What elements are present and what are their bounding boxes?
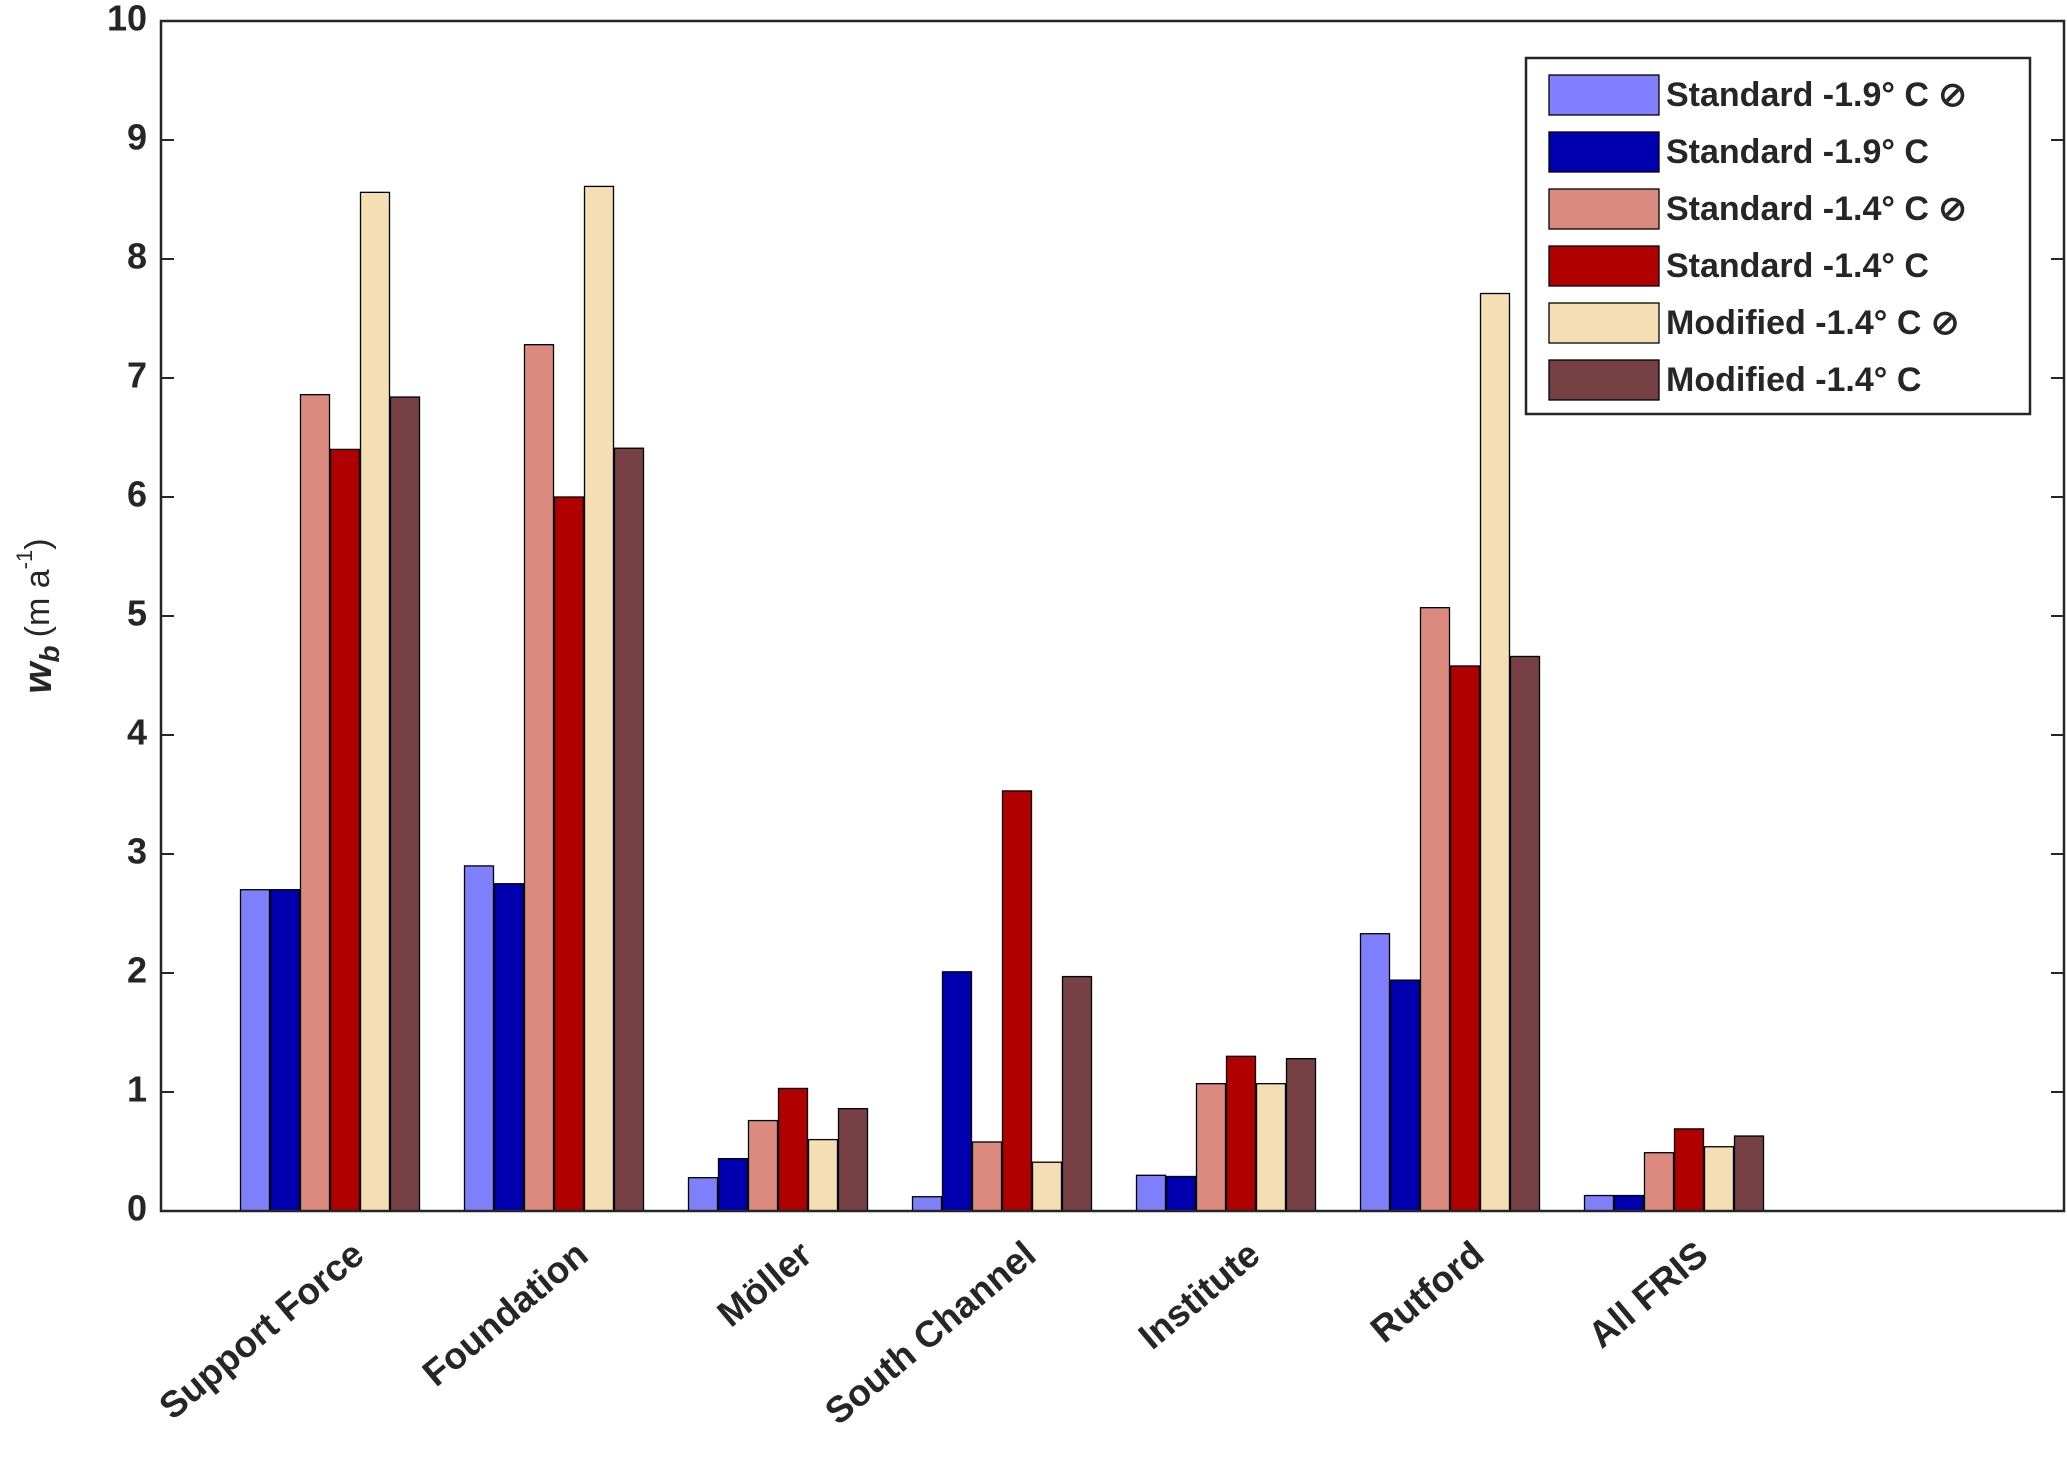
bar (1195, 1083, 1227, 1212)
legend-swatch (1548, 302, 1660, 344)
bar (1479, 292, 1511, 1212)
bar (1225, 1055, 1257, 1212)
y-tick-label: 2 (127, 950, 147, 991)
legend-label: Standard -1.4° C (1666, 247, 1929, 285)
bar (747, 1119, 779, 1212)
bar (553, 496, 585, 1212)
bar (1673, 1128, 1705, 1212)
legend-label: Standard -1.4° C ⊘ (1666, 190, 1967, 228)
x-tick-label: Rutford (1363, 1233, 1492, 1350)
legend-label: Modified -1.4° C ⊘ (1666, 304, 1959, 342)
bar (807, 1138, 839, 1212)
legend-swatch (1548, 131, 1660, 173)
bar (777, 1087, 809, 1212)
y-tick-label: 5 (127, 593, 147, 634)
y-tick-label: 9 (127, 117, 147, 158)
bar (1389, 979, 1421, 1212)
x-tick-label: South Channel (817, 1233, 1043, 1432)
bar (1733, 1135, 1765, 1212)
bar (1359, 933, 1391, 1212)
bar (1583, 1194, 1615, 1212)
bar (911, 1196, 943, 1212)
bar (269, 889, 301, 1212)
bar (837, 1108, 869, 1212)
axes-box (159, 19, 2066, 1213)
bar (1135, 1174, 1167, 1212)
bar (1031, 1161, 1063, 1212)
bar (1419, 607, 1451, 1212)
bar (971, 1141, 1003, 1212)
legend-swatch (1548, 188, 1660, 230)
legend-box (1524, 56, 2032, 416)
legend-swatch (1548, 74, 1660, 116)
y-tick-label: 10 (107, 0, 147, 39)
bar (1643, 1152, 1675, 1212)
bar (359, 191, 391, 1212)
bar (1703, 1146, 1735, 1212)
y-label-unit: (m a (19, 569, 57, 637)
y-label-subscript: b (34, 645, 65, 662)
bar (1255, 1083, 1287, 1212)
y-tick-label: 3 (127, 831, 147, 872)
legend-label: Standard -1.9° C (1666, 133, 1929, 171)
y-tick-label: 0 (127, 1188, 147, 1229)
y-tick-label: 7 (127, 355, 147, 396)
legend-swatch (1548, 359, 1660, 401)
y-tick-label: 8 (127, 236, 147, 277)
bar (329, 448, 361, 1212)
bar (1001, 790, 1033, 1212)
bar (941, 971, 973, 1212)
bar (687, 1177, 719, 1212)
bar (1509, 655, 1541, 1212)
bar (493, 883, 525, 1212)
x-tick-label: Foundation (415, 1233, 596, 1394)
x-tick-label: All FRIS (1580, 1233, 1715, 1356)
bar (583, 185, 615, 1212)
bar (1165, 1175, 1197, 1212)
y-axis-label: wb (m a-1) (12, 538, 66, 693)
bar (613, 447, 645, 1212)
bar (239, 889, 271, 1212)
bar (389, 396, 421, 1212)
y-label-close: ) (19, 538, 57, 549)
x-tick-label: Möller (710, 1233, 820, 1334)
x-tick-label: Support Force (151, 1233, 371, 1427)
y-tick-label: 6 (127, 474, 147, 515)
bar (523, 344, 555, 1212)
bar (1613, 1194, 1645, 1212)
bar (1285, 1058, 1317, 1212)
legend-label: Modified -1.4° C (1666, 361, 1921, 399)
y-label-symbol: w (16, 660, 60, 694)
y-tick-label: 1 (127, 1069, 147, 1110)
legend-label: Standard -1.9° C ⊘ (1666, 76, 1967, 114)
bar (717, 1157, 749, 1212)
bar (463, 865, 495, 1212)
y-tick-label: 4 (127, 712, 147, 753)
bar (1061, 975, 1093, 1212)
bar (1449, 665, 1481, 1212)
x-tick-label: Institute (1131, 1233, 1268, 1357)
bar (299, 394, 331, 1212)
y-label-exponent: -1 (12, 550, 37, 570)
legend-swatch (1548, 245, 1660, 287)
